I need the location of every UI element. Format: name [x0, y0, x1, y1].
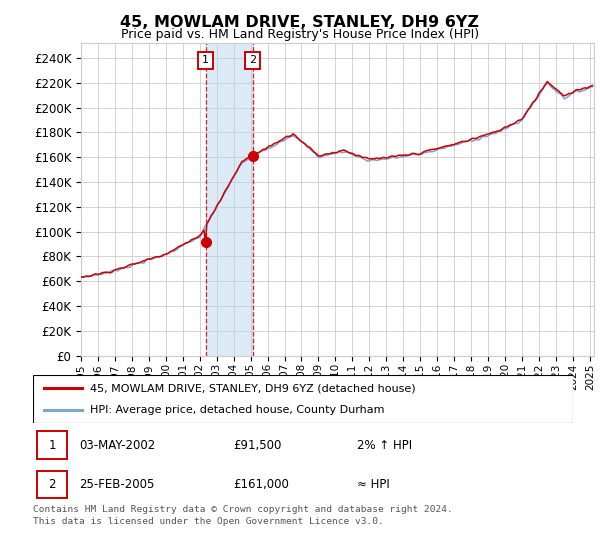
Text: Contains HM Land Registry data © Crown copyright and database right 2024.
This d: Contains HM Land Registry data © Crown c…	[33, 505, 453, 526]
Text: Price paid vs. HM Land Registry's House Price Index (HPI): Price paid vs. HM Land Registry's House …	[121, 28, 479, 41]
Text: 2: 2	[49, 478, 56, 491]
Text: 1: 1	[49, 438, 56, 452]
Bar	[37, 470, 67, 498]
Text: 1: 1	[202, 55, 209, 66]
Text: 2% ↑ HPI: 2% ↑ HPI	[357, 438, 412, 452]
Bar	[37, 431, 67, 459]
Text: HPI: Average price, detached house, County Durham: HPI: Average price, detached house, Coun…	[90, 405, 384, 415]
Text: £161,000: £161,000	[233, 478, 289, 491]
Text: 2: 2	[249, 55, 256, 66]
Text: 25-FEB-2005: 25-FEB-2005	[79, 478, 154, 491]
Bar	[206, 43, 253, 356]
Text: 03-MAY-2002: 03-MAY-2002	[79, 438, 155, 452]
Text: £91,500: £91,500	[233, 438, 281, 452]
Text: 45, MOWLAM DRIVE, STANLEY, DH9 6YZ (detached house): 45, MOWLAM DRIVE, STANLEY, DH9 6YZ (deta…	[90, 383, 415, 393]
Text: ≈ HPI: ≈ HPI	[357, 478, 390, 491]
Text: 45, MOWLAM DRIVE, STANLEY, DH9 6YZ: 45, MOWLAM DRIVE, STANLEY, DH9 6YZ	[121, 15, 479, 30]
